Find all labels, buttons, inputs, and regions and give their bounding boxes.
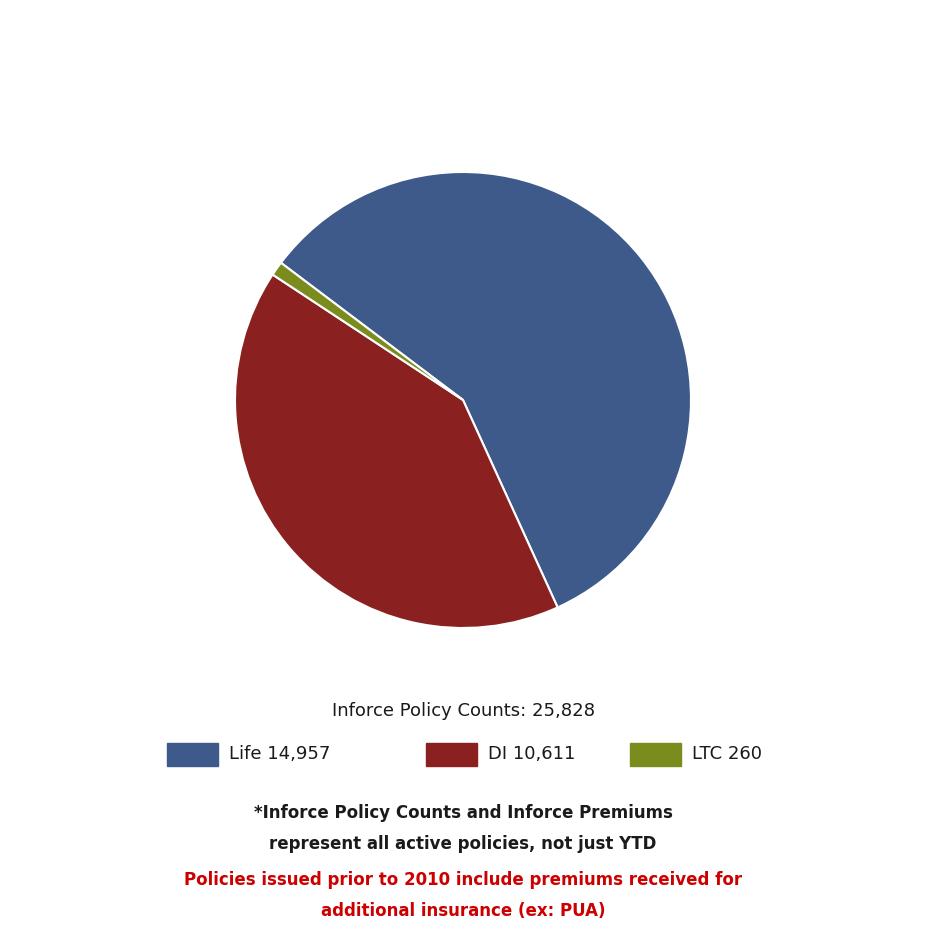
Text: Inforce Policy Counts: 25,828: Inforce Policy Counts: 25,828: [332, 702, 594, 720]
Text: Total Inforce Premium: $68,030,598: Total Inforce Premium: $68,030,598: [238, 74, 688, 94]
Text: LTC 260: LTC 260: [692, 745, 762, 763]
FancyBboxPatch shape: [630, 743, 681, 766]
Text: *Inforce Policy Counts and Inforce Premiums: *Inforce Policy Counts and Inforce Premi…: [254, 804, 672, 822]
Wedge shape: [281, 172, 691, 608]
Text: DI 10,611: DI 10,611: [488, 745, 575, 763]
Text: additional insurance (ex: PUA): additional insurance (ex: PUA): [320, 902, 606, 920]
Text: Inforce Policy Totals*: Inforce Policy Totals*: [265, 22, 661, 55]
FancyBboxPatch shape: [426, 743, 477, 766]
Wedge shape: [272, 263, 463, 400]
Text: Life 14,957: Life 14,957: [229, 745, 330, 763]
Wedge shape: [235, 274, 557, 628]
Text: Policies issued prior to 2010 include premiums received for: Policies issued prior to 2010 include pr…: [184, 871, 742, 889]
Text: represent all active policies, not just YTD: represent all active policies, not just …: [269, 836, 657, 853]
FancyBboxPatch shape: [167, 743, 218, 766]
